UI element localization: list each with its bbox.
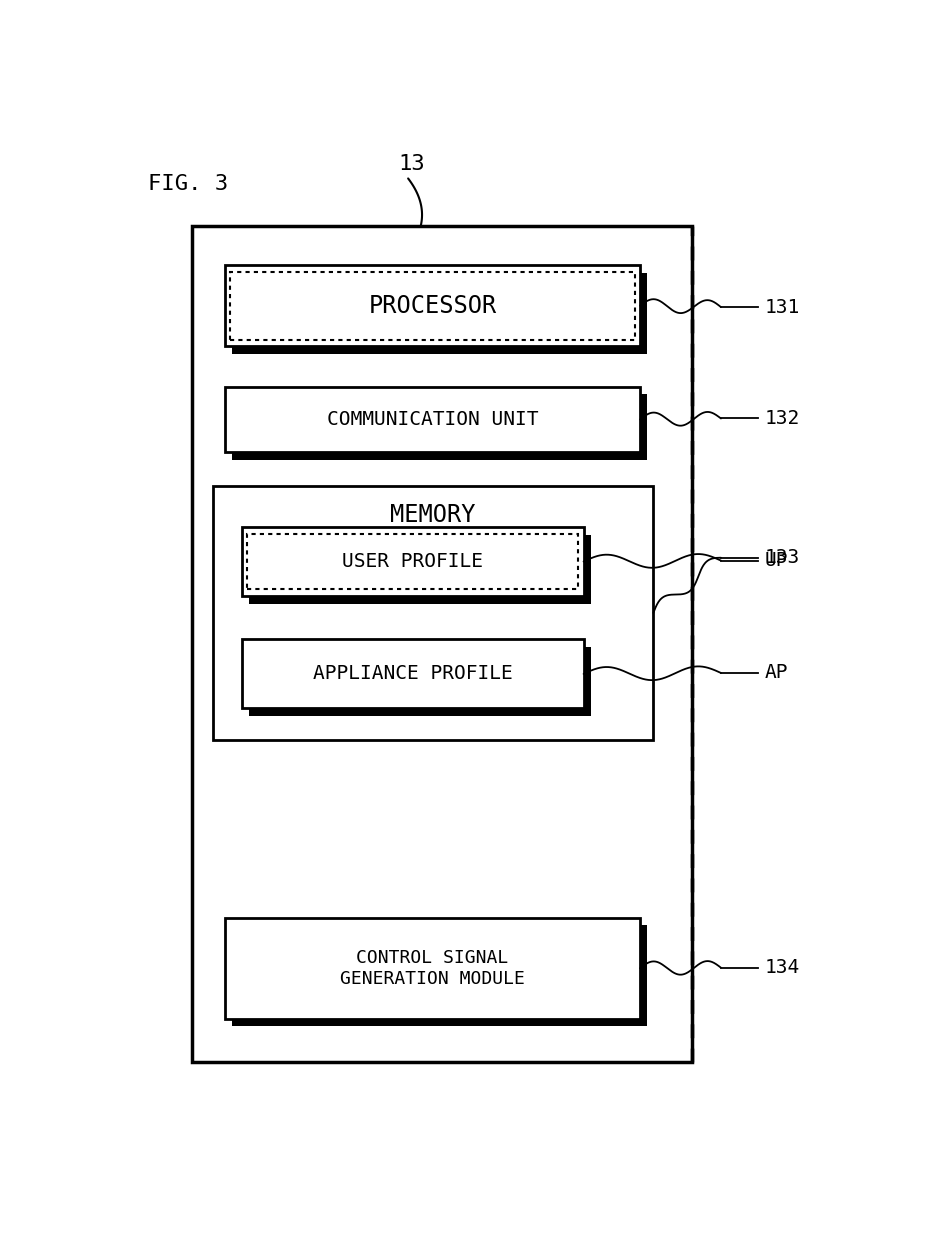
Bar [225,918,640,1019]
Text: 13: 13 [398,153,425,173]
Bar [242,527,584,596]
Text: 131: 131 [765,298,800,317]
Text: PROCESSOR: PROCESSOR [369,294,497,318]
Bar [230,272,635,339]
Bar [242,640,584,708]
Bar [249,647,591,716]
Bar [225,264,640,347]
Text: 133: 133 [765,549,800,567]
Bar [249,535,591,604]
Text: AP: AP [765,663,789,682]
Text: 134: 134 [765,958,800,978]
Bar [232,273,647,354]
Text: COMMUNICATION UNIT: COMMUNICATION UNIT [327,410,538,429]
Text: MEMORY: MEMORY [391,503,476,527]
Bar [247,534,578,590]
Text: APPLIANCE PROFILE: APPLIANCE PROFILE [313,665,513,683]
Text: CONTROL SIGNAL
GENERATION MODULE: CONTROL SIGNAL GENERATION MODULE [340,949,525,988]
Bar [191,227,691,1062]
Text: FIG. 3: FIG. 3 [148,173,228,193]
Bar [232,394,647,460]
Bar [225,387,640,453]
Bar [232,925,647,1026]
Text: USER PROFILE: USER PROFILE [342,552,483,571]
Bar [212,486,653,741]
Text: UP: UP [765,551,789,570]
Text: 132: 132 [765,409,800,428]
